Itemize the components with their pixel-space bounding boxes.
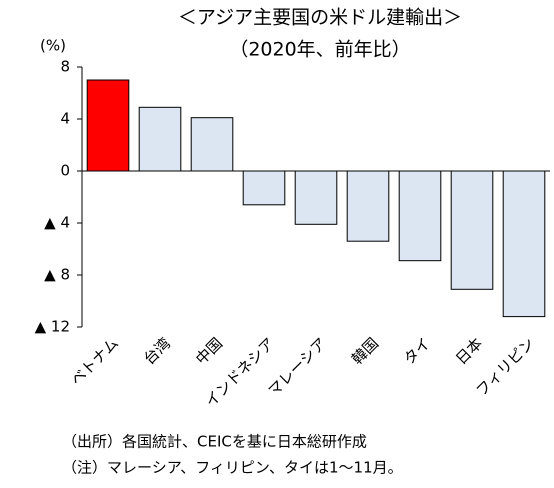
bar	[346, 170, 390, 242]
x-tick-label: タイ	[400, 334, 434, 368]
chart-subtitle: （2020年、前年比）	[229, 39, 410, 61]
y-tick-label: ▲ 8	[44, 266, 70, 284]
x-tick-label: 韓国	[348, 334, 382, 368]
chart-title: ＜アジア主要国の米ドル建輸出＞	[178, 7, 462, 29]
bar	[294, 170, 338, 225]
y-tick-label: ▲ 12	[35, 318, 70, 336]
y-tick-label: ▲ 4	[44, 214, 70, 232]
bar	[190, 117, 234, 172]
bar	[86, 79, 130, 172]
x-tick-label: ベトナム	[67, 334, 122, 389]
y-tick-label: 4	[60, 110, 70, 128]
bar	[502, 170, 546, 318]
y-tick-label: 0	[60, 162, 70, 180]
bar	[398, 170, 442, 262]
x-tick-label: 台湾	[140, 334, 174, 368]
note: （注）マレーシア、フィリピン、タイは1～11月。	[62, 459, 403, 477]
bar	[450, 170, 494, 290]
y-axis-label: (%)	[40, 37, 66, 55]
bar	[242, 170, 286, 206]
x-tick-label: 日本	[452, 334, 486, 368]
bar	[138, 106, 182, 172]
note: （出所）各国統計、CEICを基に日本総研作成	[62, 433, 367, 451]
y-tick-label: 8	[60, 58, 70, 76]
x-tick-label: 中国	[192, 334, 226, 368]
